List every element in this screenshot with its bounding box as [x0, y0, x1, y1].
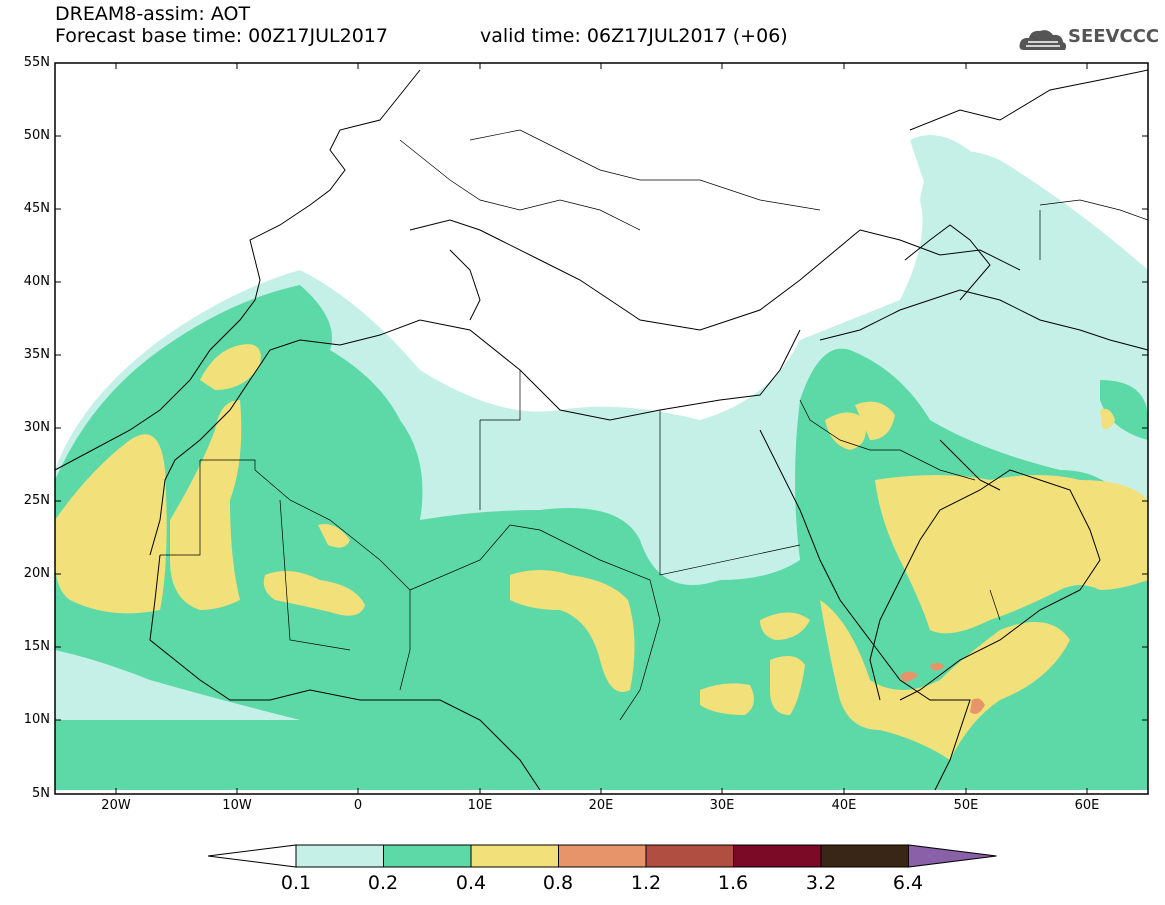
seevccc-logo — [1019, 30, 1067, 50]
colorbar-label: 0.1 — [280, 872, 312, 894]
lon-label: 40E — [831, 798, 857, 813]
colorbar-label: 0.4 — [455, 872, 487, 894]
colorbar-label: 0.2 — [367, 872, 399, 894]
lon-label: 10E — [467, 798, 493, 813]
lon-label: 30E — [709, 798, 735, 813]
lat-label: 5N — [32, 786, 50, 801]
borders — [160, 129, 1148, 721]
lon-label: 0 — [353, 798, 363, 813]
lat-label: 45N — [23, 201, 50, 216]
logo-text: SEEVCCC — [1068, 26, 1160, 47]
lat-label: 25N — [23, 493, 50, 508]
valid-time: valid time: 06Z17JUL2017 (+06) — [480, 25, 788, 47]
lon-label: 20E — [588, 798, 614, 813]
aot-level-0-4 — [55, 344, 1148, 760]
colorbar-label: 0.8 — [542, 872, 574, 894]
lon-label: 50E — [953, 798, 979, 813]
lat-label: 50N — [23, 128, 50, 143]
lon-label: 10W — [222, 798, 252, 813]
lat-label: 40N — [23, 274, 50, 289]
colorbar-label: 1.2 — [630, 872, 662, 894]
lat-label: 30N — [23, 420, 50, 435]
coastlines — [55, 69, 1148, 791]
colorbar-label: 6.4 — [892, 872, 924, 894]
colorbar-label: 1.6 — [717, 872, 749, 894]
cloud-icon — [1019, 30, 1067, 50]
lat-label: 55N — [23, 55, 50, 70]
map-title: DREAM8-assim: AOT — [55, 3, 251, 25]
axis-ticks — [55, 62, 1148, 794]
colorbar-label: 3.2 — [805, 872, 837, 894]
lon-label: 60E — [1074, 798, 1100, 813]
lat-label: 15N — [23, 639, 50, 654]
forecast-base-time: Forecast base time: 00Z17JUL2017 — [55, 25, 388, 47]
lat-label: 20N — [23, 566, 50, 581]
aot-level-0-8 — [900, 662, 985, 714]
lat-label: 35N — [23, 347, 50, 362]
lat-label: 10N — [23, 712, 50, 727]
lon-label: 20W — [101, 798, 131, 813]
